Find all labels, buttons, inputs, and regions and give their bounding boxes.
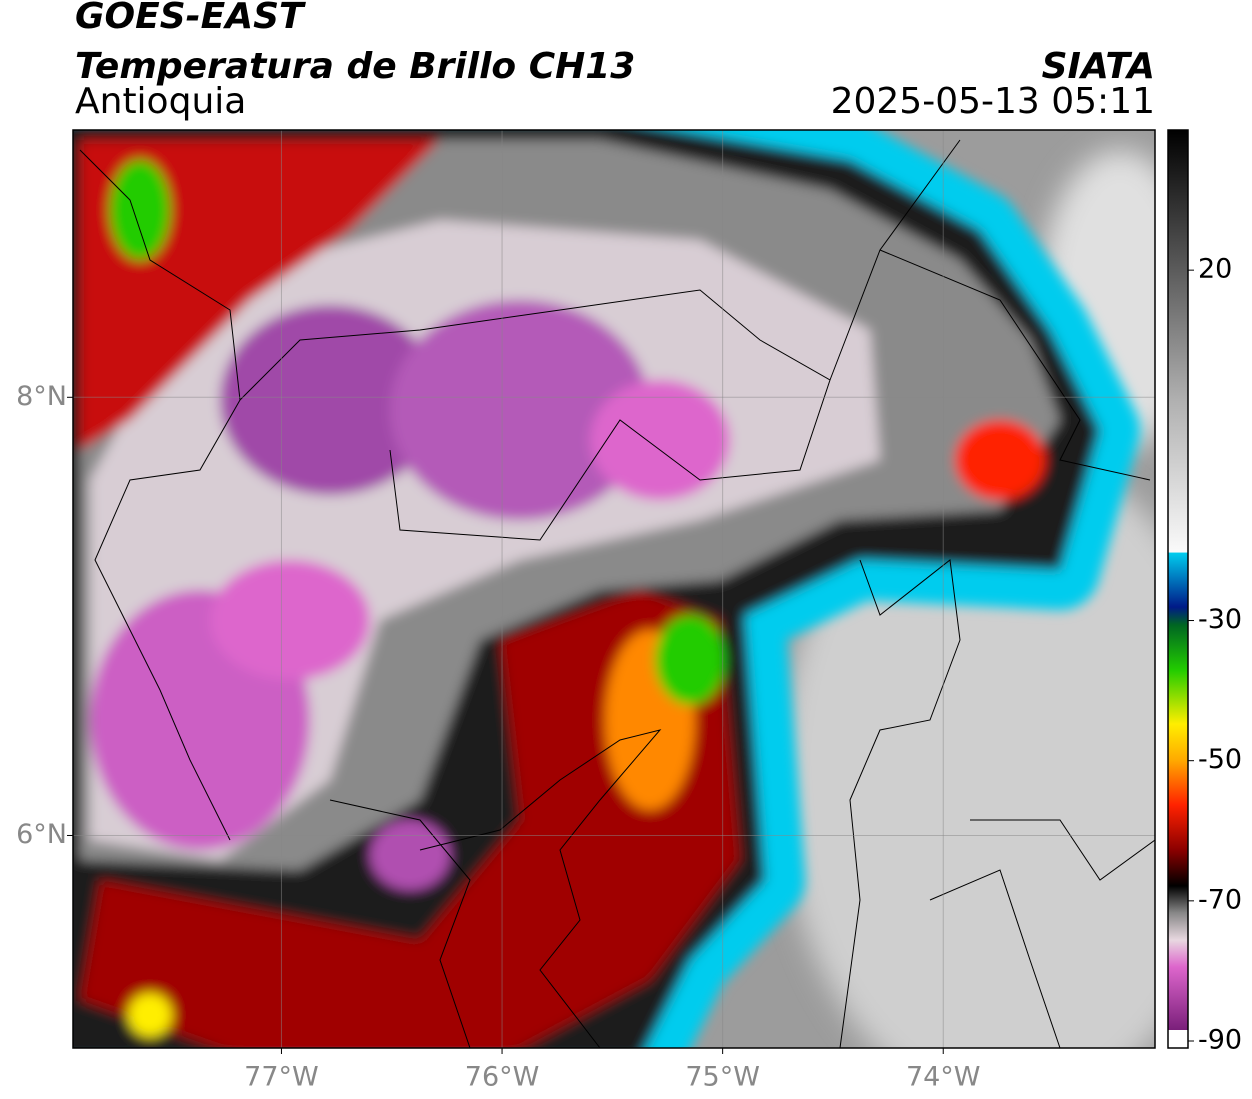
x-tick-label: 77°W bbox=[244, 1062, 319, 1093]
colorbar-tick-label: -50 bbox=[1198, 744, 1242, 775]
datetime: 2025-05-13 05:11 bbox=[831, 81, 1155, 122]
colorbar-tick-label: 20 bbox=[1198, 254, 1232, 285]
colorbar-tick-label: -30 bbox=[1198, 604, 1242, 635]
x-tick-label: 76°W bbox=[465, 1062, 540, 1093]
y-tick-label: 6°N bbox=[16, 819, 67, 850]
satellite-image bbox=[73, 130, 1155, 1048]
colorbar-tick-label: -70 bbox=[1198, 884, 1242, 915]
region: Antioquia bbox=[75, 81, 246, 122]
colorbar-tick-label: -90 bbox=[1198, 1024, 1242, 1055]
y-tick-label: 8°N bbox=[16, 381, 67, 412]
source: SIATA bbox=[1042, 46, 1155, 87]
subtitle: Temperatura de Brillo CH13 bbox=[75, 46, 635, 87]
x-tick-label: 74°W bbox=[906, 1062, 981, 1093]
colorbar-frame bbox=[1167, 129, 1189, 1049]
x-tick-label: 75°W bbox=[685, 1062, 760, 1093]
colorbar bbox=[1168, 130, 1188, 1030]
borders bbox=[79, 139, 1155, 1048]
map-frame bbox=[72, 129, 1156, 1049]
title: GOES-EAST bbox=[75, 0, 306, 37]
grid bbox=[73, 130, 1155, 1048]
